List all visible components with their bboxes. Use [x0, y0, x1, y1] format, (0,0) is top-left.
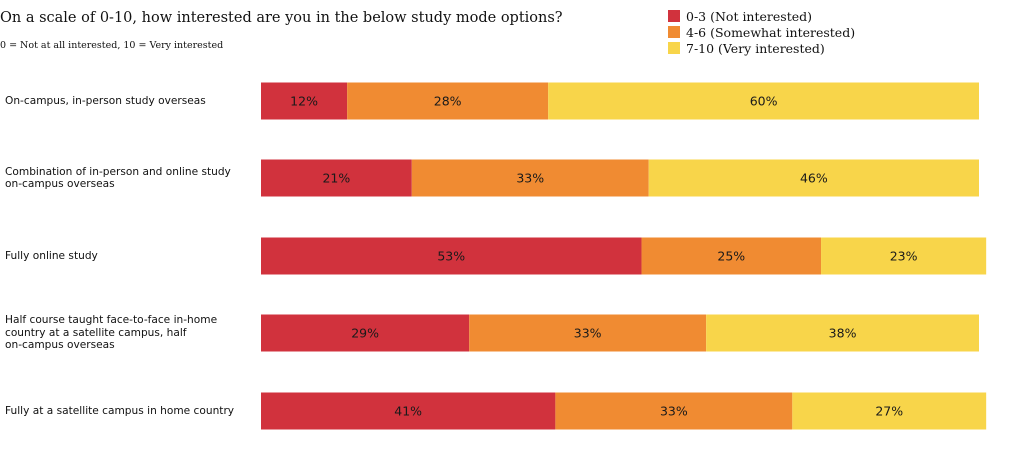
bar-value-label: 33% [660, 404, 688, 419]
bar-value-label: 60% [750, 94, 778, 109]
bar-value-label: 33% [574, 326, 602, 341]
legend-label: 4-6 (Somewhat interested) [686, 24, 856, 40]
legend-swatch [668, 26, 680, 38]
bar-segment [792, 392, 987, 430]
bar-segment [548, 82, 979, 120]
bar-value-label: 33% [516, 171, 544, 186]
legend-label: 0-3 (Not interested) [686, 8, 812, 24]
bar-segment [641, 237, 822, 275]
bar-segment [261, 237, 642, 275]
bar-segment [261, 82, 348, 120]
bar-segment [347, 82, 549, 120]
bar-segment [261, 159, 412, 197]
legend-item: 0-3 (Not interested) [668, 8, 855, 24]
chart-subtitle: 0 = Not at all interested, 10 = Very int… [0, 40, 224, 51]
bar-segment [706, 314, 979, 352]
bar-segment [555, 392, 793, 430]
bar-value-label: 12% [290, 94, 318, 109]
bar-value-label: 41% [394, 404, 422, 419]
bar-segment [469, 314, 707, 352]
bar-value-label: 27% [875, 404, 903, 419]
bar-value-label: 23% [890, 249, 918, 264]
bar-value-label: 38% [829, 326, 857, 341]
legend-item: 7-10 (Very interested) [668, 40, 855, 56]
legend: 0-3 (Not interested) 4-6 (Somewhat inter… [668, 8, 855, 56]
category-label: Combination of in-person and online stud… [5, 165, 231, 191]
bar-value-label: 25% [717, 249, 745, 264]
bar-value-label: 29% [351, 326, 379, 341]
category-label: Half course taught face-to-face in-home c… [5, 314, 218, 352]
category-label: On-campus, in-person study overseas [5, 94, 206, 107]
bar-value-label: 28% [434, 94, 462, 109]
bar-segment [261, 314, 470, 352]
chart-title: On a scale of 0-10, how interested are y… [0, 10, 563, 26]
legend-swatch [668, 42, 680, 54]
bar-value-label: 21% [322, 171, 350, 186]
category-label: Fully at a satellite campus in home coun… [5, 404, 235, 417]
legend-label: 7-10 (Very interested) [686, 40, 825, 56]
bar-segment [411, 159, 649, 197]
bar-segment [648, 159, 979, 197]
legend-item: 4-6 (Somewhat interested) [668, 24, 855, 40]
bar-segment [261, 392, 556, 430]
bar-segment [821, 237, 987, 275]
bar-value-label: 46% [800, 171, 828, 186]
category-label: Fully online study [5, 249, 98, 262]
legend-swatch [668, 10, 680, 22]
bar-value-label: 53% [437, 249, 465, 264]
